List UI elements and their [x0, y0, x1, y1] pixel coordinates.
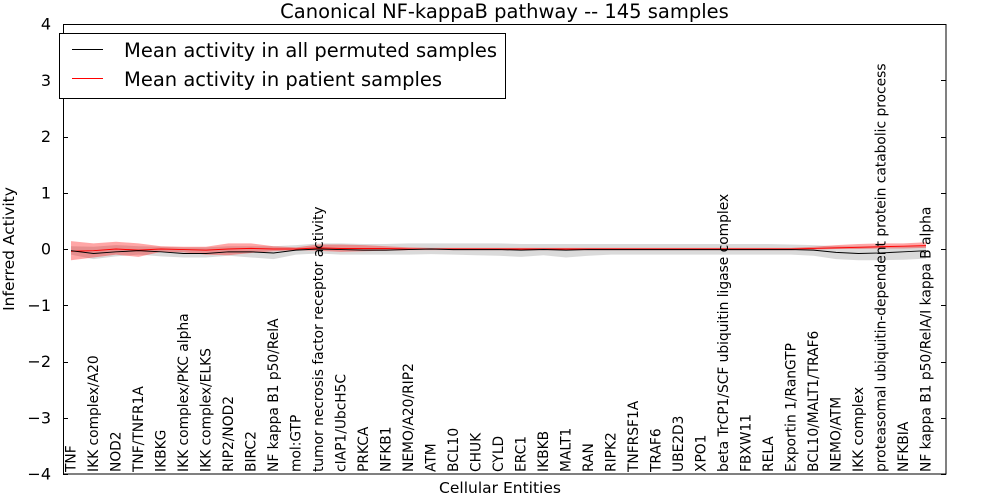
category-label: UBE2D3: [671, 416, 687, 472]
category-label: XPO1: [694, 435, 710, 472]
y-axis-label: Inferred Activity: [0, 187, 18, 311]
y-tick-label: 4: [41, 15, 51, 34]
category-label: BCL10: [446, 428, 462, 472]
y-tick-label: −4: [27, 465, 51, 484]
category-label: IKBKG: [154, 430, 170, 472]
y-tick-label: 1: [41, 183, 51, 202]
category-label: TRAF6: [649, 428, 665, 473]
category-label: MALT1: [559, 428, 575, 472]
category-label: ERC1: [514, 436, 530, 472]
category-label: BIRC2: [244, 431, 260, 472]
category-label: IKK complex/A20: [86, 355, 102, 472]
y-tick-label: 0: [41, 240, 51, 259]
category-label: PRKCA: [356, 426, 372, 472]
category-label: CYLD: [491, 436, 507, 472]
category-label: NOD2: [109, 431, 125, 472]
category-label: IKK complex/PKC alpha: [176, 313, 192, 472]
legend-box: [59, 33, 506, 99]
category-label: TNFRSF1A: [626, 400, 642, 473]
bands-layer: [71, 241, 926, 261]
chart-title: Canonical NF-kappaB pathway -- 145 sampl…: [280, 0, 729, 23]
category-label: proteasomal ubiquitin-dependent protein …: [874, 63, 890, 472]
y-tick-label: −3: [27, 408, 51, 427]
category-label: IKK complex/ELKS: [199, 348, 215, 472]
category-label: cIAP1/UbcH5C: [334, 374, 350, 472]
category-label: NF kappa B1 p50/RelA/I kappa B alpha: [919, 207, 935, 472]
category-label: IKBKB: [536, 431, 552, 472]
category-label: BCL10/MALT1/TRAF6: [806, 331, 822, 472]
category-label: FBXW11: [739, 414, 755, 472]
category-label: RELA: [761, 436, 777, 472]
category-label: TNF: [64, 445, 80, 473]
category-labels: TNF IKK complex/A20 NOD2 TNF/TNFR1A IKBKG IKK…: [64, 63, 935, 473]
category-label: NEMO/A20/RIP2: [401, 363, 417, 472]
y-tick-label: −2: [27, 352, 51, 371]
y-tick-label: 3: [41, 71, 51, 90]
category-label: CHUK: [469, 432, 485, 472]
category-label: IKK complex: [851, 387, 867, 472]
category-label: TNF/TNFR1A: [131, 386, 147, 473]
y-tick-label: −1: [27, 296, 51, 315]
legend-label-patient: Mean activity in patient samples: [124, 68, 442, 91]
category-label: Exportin 1/RanGTP: [784, 343, 800, 472]
y-tick-label: 2: [41, 127, 51, 146]
category-label: RIPK2: [604, 432, 620, 472]
category-label: beta TrCP1/SCF ubiquitin ligase complex: [716, 194, 732, 472]
category-label: NEMO/ATM: [829, 397, 845, 472]
category-label: RAN: [581, 443, 597, 472]
category-label: NF kappa B1 p50/RelA: [266, 318, 282, 472]
category-label: NFKB1: [379, 426, 395, 472]
x-axis-label: Cellular Entities: [439, 479, 561, 497]
legend: Mean activity in all permuted samples Me…: [59, 33, 506, 99]
category-label: NFKBIA: [896, 421, 912, 472]
category-label: tumor necrosis factor receptor activity: [311, 206, 327, 472]
permuted-mean-line: [70, 248, 927, 255]
category-label: RIP2/NOD2: [221, 396, 237, 472]
category-label: mol:GTP: [289, 415, 305, 472]
patient-band: [71, 241, 926, 261]
legend-label-permuted: Mean activity in all permuted samples: [124, 39, 497, 62]
y-axis: −4 −3 −2 −1 0 1 2 3 4: [27, 15, 946, 484]
lines-layer: [70, 245, 927, 255]
patient-mean-line: [70, 245, 927, 252]
permuted-band: [71, 243, 926, 261]
category-label: ATM: [424, 443, 440, 472]
